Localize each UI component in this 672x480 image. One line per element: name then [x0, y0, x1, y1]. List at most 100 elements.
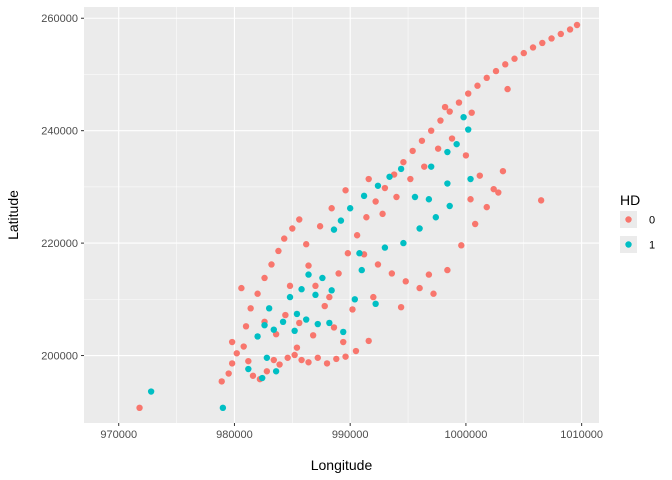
point-hd-0 — [400, 158, 407, 166]
x-axis-title: Longitude — [311, 457, 373, 473]
point-hd-0 — [370, 293, 377, 301]
point-hd-1 — [453, 140, 460, 148]
point-hd-1 — [293, 310, 301, 318]
y-tick-label: 260000 — [41, 13, 78, 25]
point-hd-0 — [425, 271, 433, 278]
point-hd-0 — [321, 302, 328, 310]
point-hd-0 — [504, 85, 511, 93]
point-hd-1 — [279, 318, 287, 326]
point-hd-0 — [421, 163, 428, 170]
point-hd-1 — [337, 217, 345, 224]
point-hd-0 — [520, 49, 527, 57]
point-hd-1 — [374, 182, 382, 189]
point-hd-0 — [276, 361, 283, 368]
point-hd-0 — [548, 35, 555, 42]
point-hd-1 — [303, 316, 310, 323]
point-hd-1 — [372, 300, 379, 308]
point-hd-0 — [282, 311, 289, 319]
point-hd-0 — [448, 135, 456, 142]
point-hd-0 — [238, 284, 245, 292]
point-hd-0 — [330, 324, 338, 331]
point-hd-0 — [427, 127, 435, 134]
point-hd-1 — [259, 374, 266, 382]
point-hd-0 — [349, 306, 356, 313]
point-hd-0 — [342, 187, 349, 194]
point-hd-1 — [386, 173, 393, 180]
point-hd-1 — [147, 388, 155, 395]
point-hd-1 — [465, 126, 472, 133]
point-hd-1 — [330, 226, 338, 233]
point-hd-1 — [326, 319, 333, 327]
legend-label-0: 0 — [649, 215, 655, 227]
point-hd-1 — [427, 163, 435, 170]
point-hd-0 — [314, 354, 321, 361]
point-hd-0 — [388, 270, 396, 277]
point-hd-0 — [573, 21, 581, 29]
point-hd-1 — [265, 305, 273, 312]
plot-panel — [84, 7, 599, 423]
point-hd-0 — [483, 203, 490, 211]
point-hd-0 — [228, 360, 236, 367]
point-hd-0 — [340, 338, 347, 346]
point-hd-1 — [270, 326, 277, 333]
point-hd-1 — [291, 327, 298, 335]
point-hd-1 — [460, 113, 467, 121]
point-hd-0 — [254, 290, 261, 297]
y-tick-label: 200000 — [41, 351, 78, 363]
major-gridlines — [84, 7, 599, 423]
point-hd-0 — [495, 189, 502, 196]
point-hd-0 — [455, 99, 463, 106]
point-hd-0 — [298, 356, 305, 364]
point-hd-0 — [268, 261, 275, 268]
point-hd-1 — [446, 202, 453, 210]
point-hd-0 — [467, 196, 474, 203]
x-tick-label: 1010000 — [560, 429, 603, 441]
point-hd-0 — [309, 332, 317, 339]
point-hd-0 — [416, 284, 423, 292]
point-hd-0 — [537, 197, 545, 204]
point-hd-0 — [529, 44, 537, 51]
point-hd-0 — [557, 30, 565, 38]
x-axis-ticks: 970000 980000 990000 1000000 1010000 — [100, 423, 603, 441]
legend-key-1-point — [625, 241, 632, 248]
point-hd-0 — [296, 319, 303, 327]
y-axis-ticks: 200000 220000 240000 260000 — [41, 13, 84, 363]
point-hd-0 — [240, 343, 247, 350]
point-hd-1 — [328, 287, 335, 294]
point-hd-0 — [437, 117, 444, 124]
point-hd-1 — [444, 148, 451, 156]
point-hd-0 — [291, 351, 298, 359]
point-hd-0 — [303, 241, 310, 248]
point-hd-0 — [379, 210, 386, 218]
point-hd-0 — [249, 372, 257, 379]
point-hd-0 — [305, 359, 312, 366]
point-hd-1 — [254, 333, 261, 340]
point-hd-0 — [261, 274, 268, 282]
point-hd-0 — [468, 109, 475, 116]
point-hd-0 — [502, 61, 509, 68]
point-hd-0 — [476, 172, 483, 179]
point-hd-1 — [416, 225, 423, 232]
point-hd-1 — [400, 239, 407, 247]
legend-label-1: 1 — [649, 240, 655, 252]
point-hd-0 — [474, 82, 481, 89]
point-hd-0 — [397, 303, 405, 311]
point-hd-1 — [340, 328, 347, 336]
point-hd-0 — [539, 39, 546, 47]
point-hd-1 — [425, 196, 433, 203]
y-axis-title: Latitude — [5, 190, 21, 240]
point-hd-1 — [305, 271, 312, 278]
point-hd-0 — [471, 220, 479, 228]
point-hd-0 — [286, 282, 294, 290]
point-hd-0 — [511, 55, 518, 62]
point-hd-1 — [261, 321, 268, 329]
point-hd-0 — [218, 378, 225, 385]
x-tick-label: 990000 — [332, 429, 369, 441]
point-hd-1 — [411, 193, 419, 201]
point-hd-0 — [490, 185, 497, 193]
point-hd-0 — [566, 26, 574, 33]
point-hd-1 — [444, 180, 451, 187]
point-hd-0 — [393, 193, 400, 201]
point-hd-0 — [316, 223, 324, 230]
point-hd-0 — [312, 282, 319, 290]
